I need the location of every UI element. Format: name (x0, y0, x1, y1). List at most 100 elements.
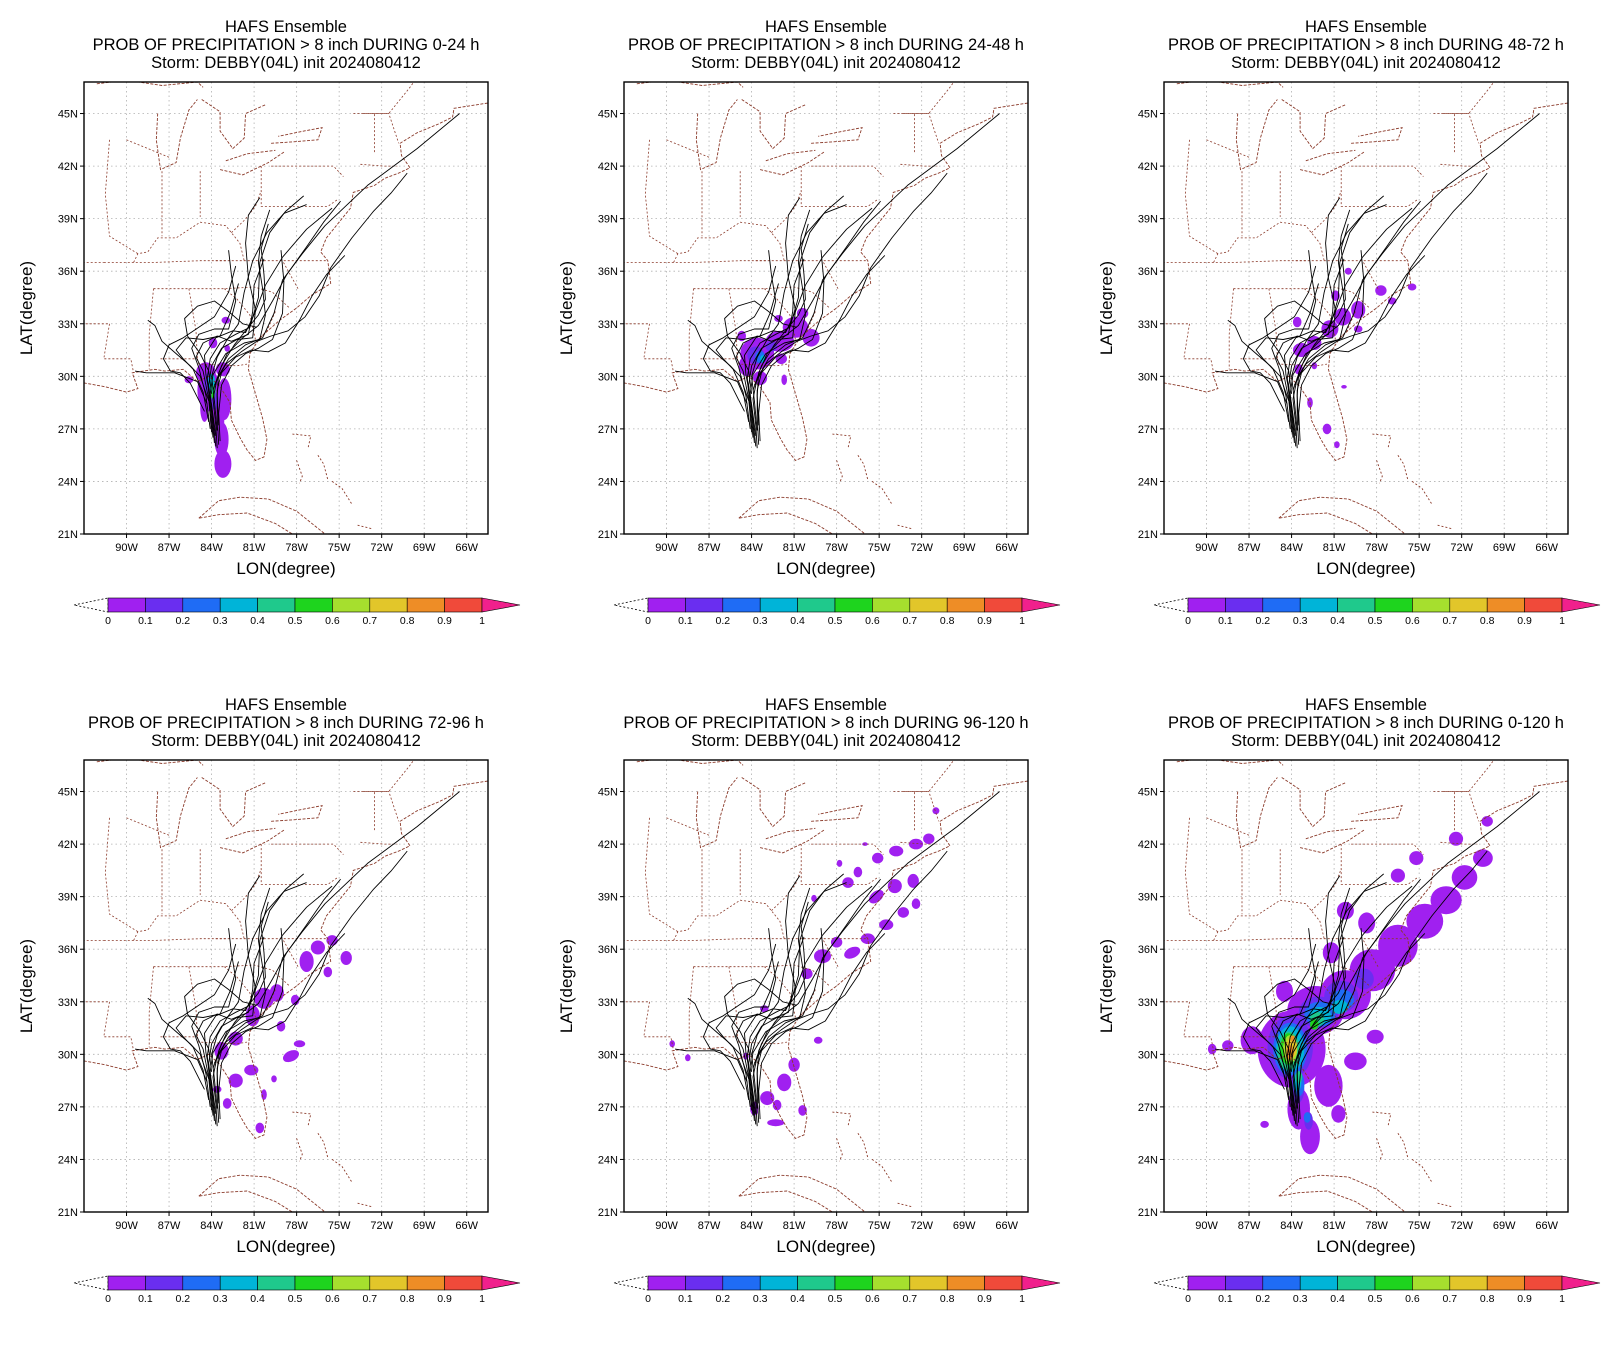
colorbar-label: 0.6 (865, 615, 880, 627)
coastline-great-lakes (1299, 829, 1365, 854)
state-border (104, 817, 139, 933)
lon-tick-label: 81W (1323, 1220, 1346, 1232)
ensemble-track (1255, 283, 1319, 422)
lat-tick-label: 33N (598, 319, 618, 331)
state-border (103, 938, 327, 941)
probability-shading (813, 1036, 823, 1044)
probability-shading (923, 833, 935, 845)
state-border (800, 166, 878, 207)
probability-shading (889, 845, 904, 857)
lon-tick-label: 69W (1493, 542, 1516, 554)
coastline-bahamas (832, 433, 852, 449)
colorbar-under-arrow (1153, 597, 1189, 613)
colorbar-label: 0.5 (828, 615, 843, 627)
lon-tick-label: 66W (1535, 542, 1558, 554)
coastline-bahamas (836, 1138, 843, 1162)
state-border (1433, 760, 1495, 792)
colorbar-segment (797, 1275, 836, 1291)
state-border (1351, 165, 1424, 177)
colorbar-segment (107, 1275, 146, 1291)
colorbar-segment (107, 597, 146, 613)
coastline-bahamas (357, 524, 372, 530)
probability-shading (310, 940, 325, 955)
state-border (1304, 288, 1336, 340)
coastline-great-lakes (741, 99, 806, 150)
probability-shading (844, 946, 861, 959)
coastline-great-lakes (1351, 805, 1403, 822)
panel-title-main: HAFS Ensemble (225, 18, 347, 36)
colorbar-segment (685, 597, 724, 613)
coastline-great-lakes (1299, 151, 1365, 176)
lat-tick-label: 21N (1138, 1207, 1158, 1219)
coastline-great-lakes (765, 827, 816, 840)
coastline-bahamas (1411, 481, 1433, 505)
probability-shading (796, 308, 809, 319)
lon-tick-label: 84W (1280, 542, 1303, 554)
lon-tick-label: 75W (1408, 542, 1431, 554)
state-border (360, 163, 398, 167)
lon-tick-label: 81W (243, 1220, 266, 1232)
state-border (1443, 791, 1480, 822)
probability-shading (1331, 1105, 1346, 1123)
coastline-bahamas (897, 524, 912, 530)
lon-tick-label: 66W (455, 1220, 478, 1232)
state-border (1340, 844, 1418, 885)
coastline-bahamas (317, 1132, 329, 1158)
coastline (1336, 989, 1356, 1020)
state-border (1362, 938, 1379, 967)
colorbar-label: 0.7 (902, 615, 917, 627)
ensemble-track (1214, 1048, 1288, 1083)
ensemble-track (134, 1048, 208, 1083)
probability-shading (830, 936, 843, 948)
coastline-great-lakes (1176, 82, 1284, 88)
probability-shading (760, 1091, 775, 1106)
colorbar-label: 0.2 (715, 615, 730, 627)
lat-tick-label: 39N (58, 892, 78, 904)
state-border (643, 323, 674, 373)
lon-tick-label: 72W (370, 1220, 393, 1232)
ensemble-track (211, 204, 307, 431)
coastline-great-lakes (225, 149, 276, 162)
map-frame (623, 81, 1029, 535)
coastline-great-lakes (695, 777, 738, 849)
colorbar-segment (1337, 1275, 1376, 1291)
colorbar-segment (984, 597, 1023, 613)
lon-tick-label: 75W (328, 1220, 351, 1232)
ensemble-track (134, 370, 208, 405)
ensemble-track (1296, 878, 1421, 1104)
coastline-bahamas (331, 1159, 353, 1183)
colorbar-label: 0.3 (213, 615, 228, 627)
ensemble-track (744, 885, 873, 1114)
coastline-bahamas (871, 481, 893, 505)
colorbar-label: 0 (1185, 615, 1191, 627)
ensemble-track (1291, 204, 1387, 431)
lat-tick-label: 27N (598, 1102, 618, 1114)
panel-title-probability: PROB OF PRECIPITATION > 8 inch DURING 0-… (93, 36, 480, 54)
colorbar-label: 0.9 (437, 615, 452, 627)
colorbar-segment (647, 597, 686, 613)
ensemble-track (1292, 223, 1349, 391)
coastline (84, 102, 488, 461)
colorbar-label: 1 (1559, 1293, 1565, 1305)
lon-tick-label: 72W (1450, 542, 1473, 554)
colorbar-segment (219, 1275, 258, 1291)
y-axis-label: LAT(degree) (557, 939, 576, 1033)
probability-shading (255, 1122, 265, 1134)
colorbar-segment (145, 1275, 184, 1291)
lat-tick-label: 21N (598, 1207, 618, 1219)
lat-tick-label: 30N (58, 371, 78, 383)
lat-tick-label: 24N (58, 1154, 78, 1166)
panel-title-storm: Storm: DEBBY(04L) init 2024080412 (1231, 732, 1501, 750)
colorbar-segment (834, 597, 873, 613)
colorbar-over-arrow (481, 597, 521, 613)
ensemble-track (195, 936, 265, 1111)
state-border (1183, 260, 1407, 263)
coastline-bahamas (1397, 1132, 1409, 1158)
colorbar-label: 0.9 (1517, 1293, 1532, 1305)
lon-tick-label: 66W (995, 542, 1018, 554)
state-border (737, 358, 788, 367)
colorbar-segment (182, 1275, 221, 1291)
colorbar-segment (1412, 1275, 1451, 1291)
coastline-bahamas (1437, 1202, 1452, 1208)
colorbar-label: 0.7 (362, 1293, 377, 1305)
